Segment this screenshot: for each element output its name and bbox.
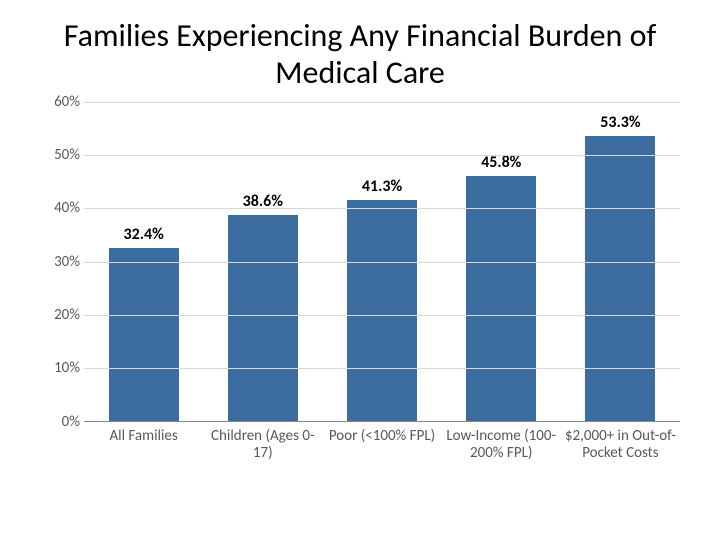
slide: Families Experiencing Any Financial Burd… [0, 0, 720, 540]
gridline [84, 102, 680, 103]
gridline [84, 208, 680, 209]
bar [585, 136, 655, 420]
bar [466, 176, 536, 420]
gridline [84, 155, 680, 156]
bar-value-label: 53.3% [600, 113, 640, 132]
x-axis-label: Poor (<100% FPL) [322, 424, 441, 482]
bar [109, 248, 179, 421]
y-axis-label: 30% [40, 253, 80, 271]
x-axis-label: All Families [84, 424, 203, 482]
gridline [84, 368, 680, 369]
y-axis-label: 20% [40, 306, 80, 324]
bar [228, 215, 298, 421]
chart-title: Families Experiencing Any Financial Burd… [40, 18, 680, 92]
bar-value-label: 32.4% [123, 225, 163, 244]
x-axis-labels: All FamiliesChildren (Ages 0-17)Poor (<1… [84, 424, 680, 482]
y-axis-label: 10% [40, 359, 80, 377]
y-axis-label: 0% [40, 413, 80, 431]
x-axis-label: Children (Ages 0-17) [203, 424, 322, 482]
y-axis-label: 60% [40, 93, 80, 111]
bar-chart: 32.4%38.6%41.3%45.8%53.3% All FamiliesCh… [40, 102, 680, 482]
gridline [84, 315, 680, 316]
bar-value-label: 45.8% [481, 153, 521, 172]
plot-area: 32.4%38.6%41.3%45.8%53.3% [84, 102, 680, 422]
bar [347, 200, 417, 420]
x-axis-label: Low-Income (100-200% FPL) [442, 424, 561, 482]
bar-value-label: 41.3% [362, 177, 402, 196]
x-axis-label: $2,000+ in Out-of-Pocket Costs [561, 424, 680, 482]
gridline [84, 262, 680, 263]
y-axis-label: 40% [40, 199, 80, 217]
y-axis-label: 50% [40, 146, 80, 164]
